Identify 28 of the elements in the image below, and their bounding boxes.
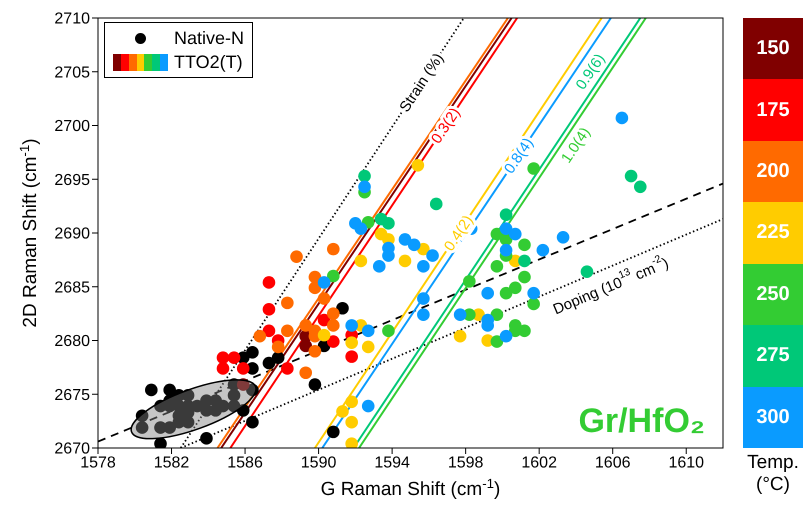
y-tick-label: 2695 [54, 172, 90, 189]
x-tick-label: 1590 [300, 454, 336, 472]
y-tick-label: 2700 [54, 118, 90, 136]
text: 200 [743, 140, 803, 202]
text: 275 [743, 325, 803, 387]
x-tick-label: 1598 [448, 454, 484, 472]
text: 250 [743, 264, 803, 326]
annotation: TTO2(T) [174, 51, 243, 74]
text: 300 [743, 386, 803, 448]
y-tick-label: 2685 [54, 279, 90, 296]
x-tick-label: 1606 [594, 454, 631, 472]
legend-title: Temp. (°C) [746, 452, 800, 496]
y-tick-label: 2690 [54, 226, 90, 243]
x-axis-title: G Raman Shift (cm$^{-1}$) [320, 476, 500, 500]
x-tick-label: 1586 [227, 454, 263, 472]
y-tick-label: 2680 [54, 333, 90, 350]
text: 175 [743, 79, 803, 141]
annotation: Gr/HfO₂ [578, 402, 705, 440]
x-tick-label: 1582 [154, 454, 190, 472]
x-tick-label: 1602 [521, 454, 558, 472]
legend-label: Native-N [174, 27, 244, 50]
x-tick-label: 1594 [374, 454, 410, 472]
text: 150 [743, 18, 803, 80]
text: 225 [743, 202, 803, 264]
y-tick-label: 2705 [54, 64, 90, 82]
y-tick-label: 2710 [54, 10, 90, 28]
y-tick-label: 2675 [54, 386, 90, 404]
x-tick-label: 1610 [668, 454, 704, 472]
